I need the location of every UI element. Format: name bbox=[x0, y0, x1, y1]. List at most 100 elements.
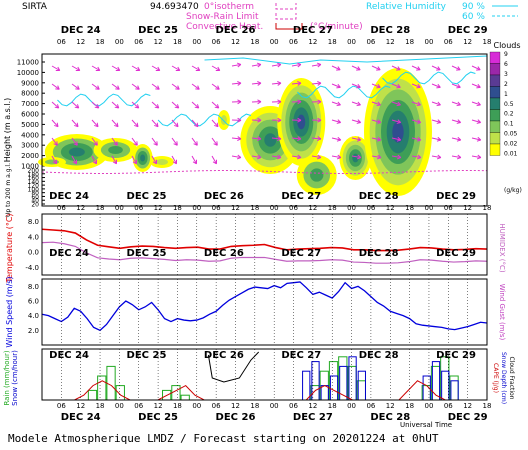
wind-arrowhead bbox=[95, 66, 101, 71]
wind-arrowhead bbox=[154, 104, 160, 109]
wind-arrowhead bbox=[155, 66, 161, 71]
wind-arrow bbox=[311, 137, 322, 140]
hour-tick-label: 06 bbox=[366, 38, 375, 46]
wind-arrowhead bbox=[476, 136, 482, 142]
station-coord: 94.693470 bbox=[150, 2, 199, 12]
wind-arrowhead bbox=[396, 83, 401, 89]
wind-arrow bbox=[471, 119, 481, 123]
humidex-ylabel: HUMIDEX (°C) bbox=[498, 223, 506, 272]
wind-arrow bbox=[191, 65, 201, 71]
wind-arrow bbox=[291, 82, 302, 85]
wind-arrowhead bbox=[113, 141, 118, 146]
wind-arrowhead bbox=[396, 154, 402, 160]
hour-tick-label: 12 bbox=[463, 38, 472, 46]
snow-bar bbox=[441, 370, 450, 401]
legend-level: 2 bbox=[504, 81, 508, 88]
legend-convective-swatch bbox=[275, 23, 303, 30]
hour-tick-label: 18 bbox=[250, 204, 259, 212]
hour-tick-label: 06 bbox=[134, 204, 143, 212]
wind-arrowhead bbox=[53, 141, 58, 146]
wind-arrowhead bbox=[476, 83, 481, 89]
wind-arrow bbox=[151, 101, 160, 109]
wind-arrowhead bbox=[132, 159, 137, 165]
wind-arrowhead bbox=[356, 154, 362, 160]
cloud-blob bbox=[310, 168, 324, 182]
snow-bar bbox=[329, 375, 339, 401]
wind-arrow bbox=[191, 137, 198, 146]
wind-arrowhead bbox=[237, 136, 242, 142]
wind-arrowhead bbox=[396, 66, 401, 71]
wind-arrow bbox=[131, 119, 139, 128]
wind-arrow bbox=[51, 155, 57, 165]
cloud-blob bbox=[264, 133, 277, 147]
wind-arrow bbox=[451, 137, 461, 141]
wind-arrowhead bbox=[317, 99, 322, 105]
legend-swatch bbox=[489, 74, 501, 87]
snow-rain-label: Snow-Rain Limit bbox=[186, 12, 259, 22]
wind-arrow bbox=[151, 65, 161, 71]
wind-arrowhead bbox=[93, 141, 98, 146]
hour-tick-label: 00 bbox=[347, 402, 356, 410]
wind-arrowhead bbox=[456, 154, 462, 160]
hour-tick-label: 06 bbox=[444, 204, 453, 212]
wind-arrowhead bbox=[212, 159, 217, 165]
wind-arrow bbox=[451, 83, 461, 88]
wind-arrowhead bbox=[297, 136, 302, 142]
wind-arrow bbox=[151, 83, 160, 90]
wind-arrow bbox=[51, 83, 60, 90]
wind-arrowhead bbox=[296, 154, 302, 160]
cloud-ytick: 4000 bbox=[21, 131, 39, 139]
cloud-panel: 1100010000900080007000600050004000300020… bbox=[3, 55, 488, 217]
cloud-ytick: 6000 bbox=[21, 111, 39, 119]
snow-bar bbox=[357, 370, 366, 401]
hour-tick-label: 00 bbox=[270, 38, 279, 46]
wind-arrowhead bbox=[213, 141, 218, 146]
wind-arrowhead bbox=[356, 101, 361, 107]
hour-tick-label: 12 bbox=[231, 204, 240, 212]
cloud-ytick: 8000 bbox=[21, 90, 39, 98]
wind-arrowhead bbox=[416, 119, 422, 124]
wind-arrowhead bbox=[356, 66, 361, 71]
day-label: DEC 25 bbox=[127, 248, 167, 259]
wind-arrowhead bbox=[356, 119, 362, 124]
wind-arrowhead bbox=[277, 136, 282, 142]
panel-frame bbox=[41, 278, 488, 346]
wind-speed-line bbox=[41, 281, 488, 332]
wind-arrow bbox=[391, 155, 401, 159]
cloud-blob bbox=[108, 146, 123, 154]
hour-tick-label: 06 bbox=[57, 38, 66, 46]
wind-arrowhead bbox=[133, 141, 138, 146]
day-label: DEC 28 bbox=[359, 248, 399, 259]
temp-ytick: 0.0 bbox=[28, 249, 39, 257]
wind-arrow bbox=[211, 137, 218, 146]
wind-arrow bbox=[191, 83, 200, 90]
day-label: DEC 28 bbox=[359, 350, 399, 361]
hour-tick-label: 12 bbox=[76, 402, 85, 410]
wind-arrow bbox=[331, 155, 341, 159]
wind-arrow bbox=[111, 119, 119, 128]
hour-tick-label: 18 bbox=[328, 38, 337, 46]
hour-tick-label: 18 bbox=[328, 204, 337, 212]
cloud-ytick: 7000 bbox=[21, 100, 39, 108]
day-label: DEC 26 bbox=[204, 248, 244, 259]
cloud-ylabel2: Up to 200 m a.g.l. bbox=[5, 163, 12, 217]
wind-arrowhead bbox=[297, 117, 302, 123]
hour-tick-label: 00 bbox=[192, 402, 201, 410]
temp-ytick: 8.0 bbox=[28, 218, 39, 226]
day-label: DEC 29 bbox=[436, 191, 476, 202]
axes-layer: DEC 24 DEC 25 DEC 26 DEC 27 DEC 28 DEC 29 06 12… bbox=[41, 25, 491, 429]
cloud-ytick: 160 bbox=[28, 175, 40, 182]
legend-unit: (g/kg) bbox=[504, 187, 522, 194]
wind-arrowhead bbox=[173, 141, 178, 146]
hour-tick-label: 00 bbox=[347, 38, 356, 46]
wind-arrowhead bbox=[416, 136, 422, 142]
legend-swatch bbox=[489, 143, 501, 156]
snow-depth-line bbox=[207, 351, 260, 383]
wind-arrowhead bbox=[297, 99, 302, 105]
rh-contour bbox=[57, 93, 151, 107]
cloud-ytick: 1000 bbox=[21, 163, 39, 171]
wind-arrow bbox=[411, 65, 421, 71]
cloud-ytick: 120 bbox=[28, 183, 40, 190]
wind-arrowhead bbox=[94, 104, 100, 109]
